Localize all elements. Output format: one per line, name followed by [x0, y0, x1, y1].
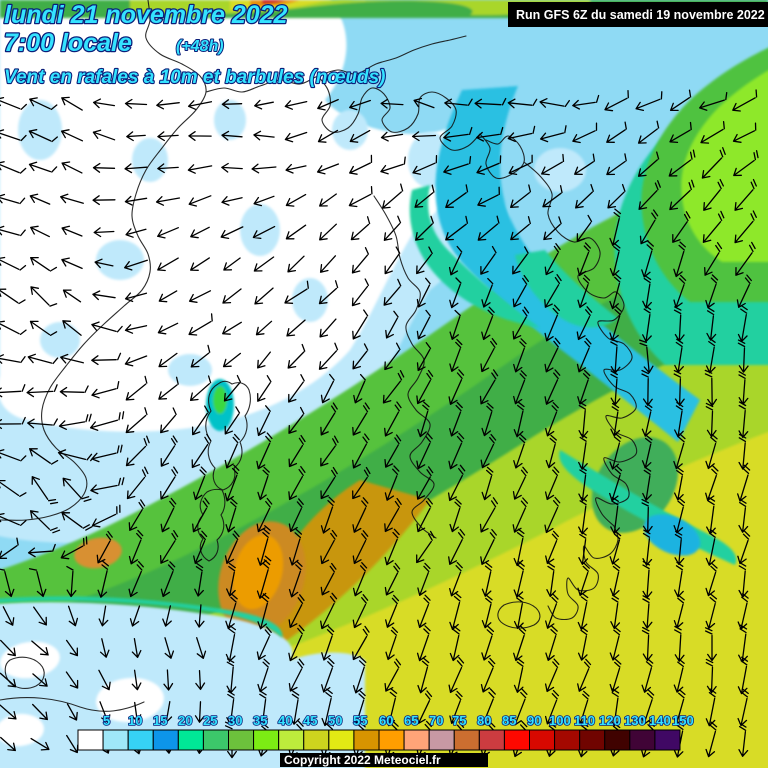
svg-text:15: 15	[153, 713, 167, 728]
svg-text:55: 55	[353, 713, 367, 728]
svg-text:5: 5	[103, 713, 110, 728]
svg-text:60: 60	[379, 713, 393, 728]
svg-text:10: 10	[128, 713, 142, 728]
svg-text:Vent en rafales à 10m et barbu: Vent en rafales à 10m et barbules (nœuds…	[4, 67, 386, 88]
svg-text:110: 110	[574, 713, 595, 728]
svg-text:(+48h): (+48h)	[176, 38, 224, 55]
svg-text:130: 130	[624, 713, 646, 728]
svg-text:35: 35	[253, 713, 267, 728]
svg-text:150: 150	[672, 713, 694, 728]
svg-text:25: 25	[203, 713, 217, 728]
svg-text:20: 20	[178, 713, 192, 728]
svg-text:40: 40	[278, 713, 292, 728]
svg-text:100: 100	[549, 713, 571, 728]
svg-text:80: 80	[477, 713, 491, 728]
svg-text:45: 45	[303, 713, 317, 728]
svg-text:30: 30	[228, 713, 242, 728]
svg-text:75: 75	[452, 713, 466, 728]
svg-text:90: 90	[527, 713, 541, 728]
svg-text:65: 65	[404, 713, 418, 728]
svg-text:140: 140	[649, 713, 671, 728]
svg-text:lundi 21 novembre 2022: lundi 21 novembre 2022	[4, 1, 288, 29]
svg-text:120: 120	[599, 713, 621, 728]
svg-text:85: 85	[502, 713, 516, 728]
svg-text:50: 50	[328, 713, 342, 728]
svg-text:Copyright 2022 Meteociel.fr: Copyright 2022 Meteociel.fr	[284, 753, 441, 767]
svg-text:Run GFS 6Z du samedi 19 novemb: Run GFS 6Z du samedi 19 novembre 2022	[516, 8, 765, 22]
svg-text:70: 70	[429, 713, 443, 728]
svg-text:7:00 locale: 7:00 locale	[4, 29, 132, 57]
